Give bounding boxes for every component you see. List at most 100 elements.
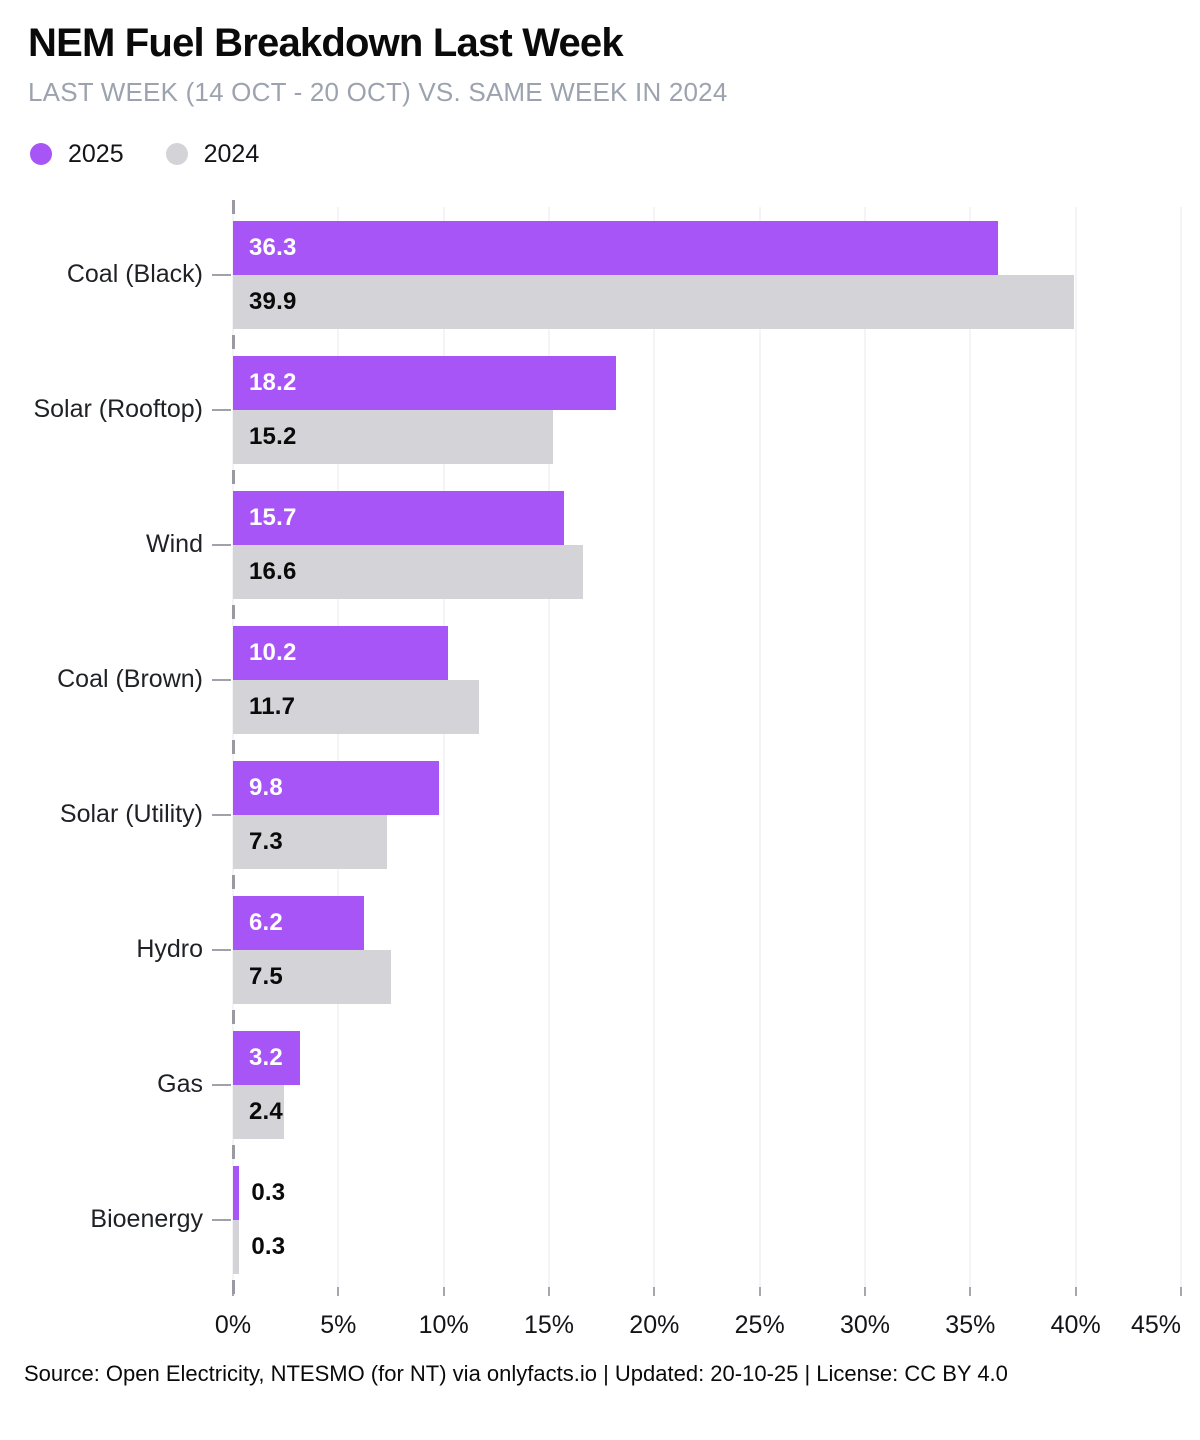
band-tick — [232, 1009, 235, 1024]
source-attribution: Source: Open Electricity, NTESMO (for NT… — [24, 1360, 1008, 1386]
legend-dot-2025 — [30, 143, 52, 166]
bar-value-label: 18.2 — [249, 368, 297, 396]
bar-value-label: 2.4 — [249, 1097, 283, 1125]
gridline-30 — [864, 206, 866, 1287]
category-tick — [212, 678, 231, 681]
category-tick — [212, 948, 231, 951]
bar-2024-solar-utility: 7.3 — [233, 814, 387, 869]
category-label: Bioenergy — [90, 1205, 203, 1234]
band-tick — [232, 1144, 235, 1159]
bar-2024-coal-brown: 11.7 — [233, 679, 480, 734]
bar-value-label: 36.3 — [249, 233, 297, 261]
bar-2025-solar-utility: 9.8 — [233, 760, 440, 815]
gridline-45 — [1180, 206, 1182, 1287]
bar-2024-coal-black: 39.9 — [233, 274, 1074, 329]
legend-dot-2024 — [165, 143, 188, 166]
gridline-5 — [337, 206, 339, 1287]
bar-2025-gas: 3.2 — [233, 1030, 301, 1085]
bar-group-wind: Wind 15.7 16.6 — [146, 469, 1181, 612]
chart-subtitle: LAST WEEK (14 OCT - 20 OCT) VS. SAME WEE… — [28, 77, 728, 107]
x-axis-tick — [337, 1286, 340, 1296]
bar-value-label: 7.3 — [249, 827, 283, 855]
x-axis-label-40: 40% — [1050, 1310, 1101, 1339]
category-label: Hydro — [136, 935, 203, 964]
bar-value-label: 10.2 — [249, 638, 297, 666]
category-tick — [212, 1083, 231, 1086]
category-tick — [212, 813, 231, 816]
category-tick — [212, 408, 231, 411]
gridline-25 — [759, 206, 761, 1287]
x-axis-label-35: 35% — [945, 1310, 996, 1339]
bar-2025-wind: 15.7 — [233, 490, 564, 545]
bar-2025-hydro: 6.2 — [233, 895, 364, 950]
band-tick — [232, 604, 235, 619]
bar-2025-bioenergy: 0.3 — [233, 1165, 285, 1220]
band-tick — [232, 469, 235, 484]
x-axis-tick — [1180, 1286, 1182, 1296]
x-axis-label-15: 15% — [523, 1310, 575, 1339]
bar-value-label: 16.6 — [249, 557, 297, 585]
band-tick — [232, 874, 235, 889]
bar-2025-solar-rooftop: 18.2 — [233, 355, 617, 410]
gridline-20 — [653, 206, 655, 1287]
category-label: Solar (Utility) — [59, 800, 203, 829]
x-axis-tick — [969, 1286, 972, 1296]
bar-2025-coal-brown: 10.2 — [233, 625, 448, 680]
bar-2024-bioenergy: 0.3 — [233, 1219, 285, 1274]
legend-label: 2025 — [68, 139, 124, 168]
category-label: Wind — [146, 530, 203, 559]
bar-2024-gas: 2.4 — [233, 1084, 284, 1139]
x-axis-tick — [547, 1286, 550, 1296]
category-label: Coal (Black) — [66, 260, 203, 289]
x-axis-label-5: 5% — [320, 1310, 357, 1339]
bar-group-solar-utility: Solar (Utility) 9.8 7.3 — [60, 739, 1181, 882]
category-label: Gas — [157, 1070, 203, 1099]
bar-group-solar-rooftop: Solar (Rooftop) 18.2 15.2 — [33, 334, 1181, 477]
category-label: Coal (Brown) — [57, 665, 203, 694]
gridline-15 — [548, 206, 550, 1287]
x-axis-tick — [653, 1286, 656, 1296]
bar-groups: Coal (Black) 36.3 39.9 Solar (Rooftop) 18.2 1… — [33, 199, 1181, 1294]
category-label: Solar (Rooftop) — [33, 395, 203, 424]
bar-group-bioenergy: Bioenergy 0.3 0.3 — [90, 1144, 1181, 1294]
page-title: NEM Fuel Breakdown Last Week — [28, 21, 624, 65]
bar-value-label: 7.5 — [249, 962, 283, 990]
bar-group-coal-brown: Coal (Brown) 10.2 11.7 — [57, 604, 1181, 747]
bar-value-label: 0.3 — [251, 1232, 286, 1260]
bar-value-label: 3.2 — [249, 1043, 283, 1071]
x-axis-label-20: 20% — [629, 1310, 680, 1339]
bar-chart-plot-area: Coal (Black) 36.3 39.9 Solar (Rooftop) 18.2 1… — [33, 199, 1182, 1296]
x-axis-label-10: 10% — [418, 1310, 469, 1339]
band-tick — [232, 334, 235, 349]
gridline-40 — [1075, 206, 1077, 1287]
legend-item-2024: 2024 — [165, 139, 260, 169]
legend-label: 2024 — [203, 139, 260, 168]
bar-value-label: 9.8 — [249, 773, 283, 801]
bar-2024-solar-rooftop: 15.2 — [233, 409, 554, 464]
category-tick — [212, 543, 231, 546]
band-tick — [232, 1279, 235, 1294]
category-tick — [212, 273, 231, 276]
bar-value-label: 15.7 — [249, 503, 297, 531]
legend: 2025 2024 — [30, 140, 1172, 169]
legend-item-2025: 2025 — [30, 140, 124, 169]
band-tick — [232, 739, 235, 754]
bar-value-label: 6.2 — [249, 908, 283, 936]
bar-group-coal-black: Coal (Black) 36.3 39.9 — [67, 199, 1181, 342]
x-axis-label-25: 25% — [734, 1310, 785, 1339]
gridline-10 — [443, 206, 445, 1287]
x-axis-tick — [863, 1286, 866, 1296]
bar-group-gas: Gas 3.2 2.4 — [157, 1009, 1181, 1152]
x-axis-tick — [442, 1286, 445, 1296]
category-tick — [212, 1218, 231, 1221]
chart-header: NEM Fuel Breakdown Last Week LAST WEEK (… — [0, 0, 1200, 169]
x-axis-label-0: 0% — [214, 1310, 252, 1339]
band-tick — [232, 199, 235, 214]
bar-2024-hydro: 7.5 — [233, 949, 391, 1004]
bar-group-hydro: Hydro 6.2 7.5 — [136, 874, 1181, 1017]
bar-value-label: 15.2 — [249, 422, 297, 450]
x-axis-label-45: 45% — [1130, 1310, 1181, 1339]
x-axis-label-30: 30% — [839, 1310, 891, 1339]
x-axis-tick — [758, 1286, 761, 1296]
